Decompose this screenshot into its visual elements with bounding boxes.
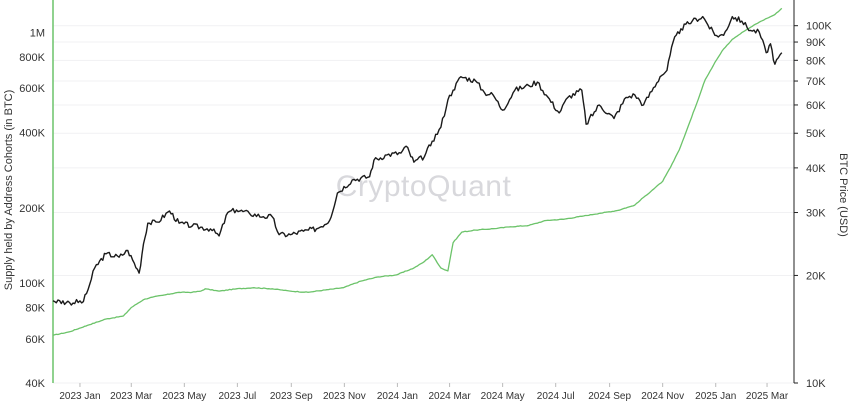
x-tick-label: 2023 Sep [270, 391, 313, 402]
right-tick-label: 70K [806, 76, 826, 88]
left-tick-label: 600K [19, 83, 45, 95]
left-axis-title: Supply held by Address Cohorts (in BTC) [3, 90, 15, 291]
right-tick-label: 10K [806, 378, 826, 390]
right-tick-label: 40K [806, 163, 826, 175]
right-y-ticks: 10K 20K 30K 40K 50K 60K 70K 80K 90K 100K [794, 21, 832, 390]
x-tick-label: 2025 Jan [695, 391, 736, 402]
x-tick-label: 2024 Mar [428, 391, 471, 402]
grid [53, 25, 794, 384]
left-tick-label: 800K [19, 52, 45, 64]
x-tick-label: 2023 Nov [323, 391, 366, 402]
left-tick-label: 1M [30, 28, 45, 40]
x-tick-label: 2024 May [481, 391, 525, 402]
left-tick-label: 100K [19, 278, 45, 290]
x-tick-label: 2024 Sep [588, 391, 631, 402]
watermark: CryptoQuant [336, 170, 512, 203]
left-tick-label: 60K [25, 334, 45, 346]
left-tick-label: 80K [25, 303, 45, 315]
left-y-ticks: 40K 60K 80K 100K 200K 400K 600K 800K 1M [19, 28, 45, 390]
left-tick-label: 400K [19, 127, 45, 139]
x-tick-label: 2024 Jan [377, 391, 418, 402]
right-tick-label: 90K [806, 37, 826, 49]
x-tick-label: 2023 Jan [59, 391, 100, 402]
x-tick-label: 2024 Jul [537, 391, 575, 402]
right-tick-label: 20K [806, 270, 826, 282]
right-axis-title: BTC Price (USD) [837, 153, 849, 237]
series-layer [52, 7, 783, 336]
x-tick-label: 2025 Mar [746, 391, 789, 402]
x-tick-label: 2023 Jul [218, 391, 256, 402]
right-tick-label: 80K [806, 55, 826, 67]
x-axis-ticks: 2023 Jan 2023 Mar 2023 May 2023 Jul 2023 Sep… [59, 383, 789, 402]
btc-price-series-line [52, 15, 783, 306]
right-tick-label: 50K [806, 128, 826, 140]
left-tick-label: 200K [19, 203, 45, 215]
x-tick-label: 2024 Nov [641, 391, 684, 402]
x-tick-label: 2023 May [162, 391, 206, 402]
right-tick-label: 30K [806, 208, 826, 220]
supply-series-line [52, 7, 783, 336]
left-tick-label: 40K [25, 378, 45, 390]
x-tick-label: 2023 Mar [110, 391, 153, 402]
right-tick-label: 60K [806, 100, 826, 112]
right-tick-label: 100K [806, 21, 832, 33]
